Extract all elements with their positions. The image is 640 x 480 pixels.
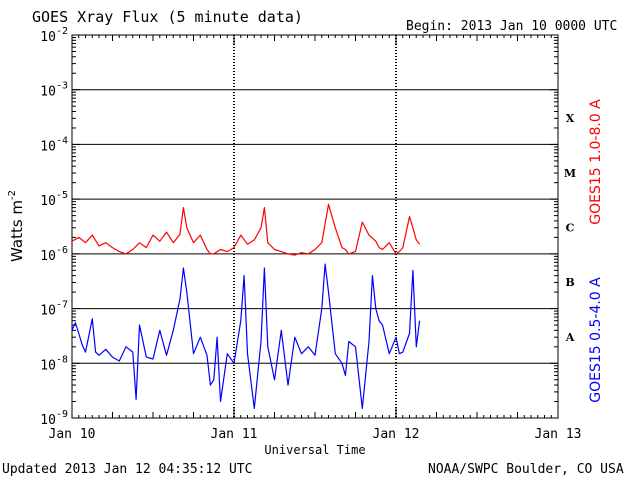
y-tick-label-5: 10-4	[40, 135, 68, 154]
flare-class-b: B	[565, 276, 574, 289]
flare-class-x: X	[566, 112, 575, 125]
y-tick-label-2: 10-7	[40, 300, 68, 319]
chart-title: GOES Xray Flux (5 minute data)	[32, 8, 303, 26]
x-tick-label-0: Jan 10	[49, 427, 96, 442]
y-tick-label-3: 10-6	[40, 245, 68, 264]
series-line-0	[71, 203, 421, 256]
plot-frame	[71, 34, 559, 419]
y-tick-label-1: 10-8	[40, 354, 68, 373]
x-tick-label-2: Jan 12	[373, 427, 420, 442]
y-tick-label-6: 10-3	[40, 81, 68, 100]
x-axis-label: Universal Time	[264, 443, 365, 457]
y-tick-label-4: 10-5	[40, 190, 68, 209]
y-tick-label-0: 10-9	[40, 409, 68, 428]
x-tick-label-1: Jan 11	[211, 427, 258, 442]
footer-source: NOAA/SWPC Boulder, CO USA	[428, 462, 624, 477]
x-tick-label-3: Jan 13	[535, 427, 582, 442]
flare-class-m: M	[564, 167, 576, 180]
series-label-1: GOES15 0.5-4.0 A	[588, 277, 604, 403]
series-label-0: GOES15 1.0-8.0 A	[588, 99, 604, 225]
series-line-1	[71, 263, 421, 409]
footer-updated: Updated 2013 Jan 12 04:35:12 UTC	[2, 462, 253, 477]
begin-label: Begin: 2013 Jan 10 0000 UTC	[406, 19, 618, 34]
y-tick-label-7: 10-2	[40, 26, 68, 45]
y-axis-label: Watts m-2	[7, 190, 26, 262]
flare-class-c: C	[566, 222, 575, 235]
flare-class-a: A	[565, 331, 575, 344]
